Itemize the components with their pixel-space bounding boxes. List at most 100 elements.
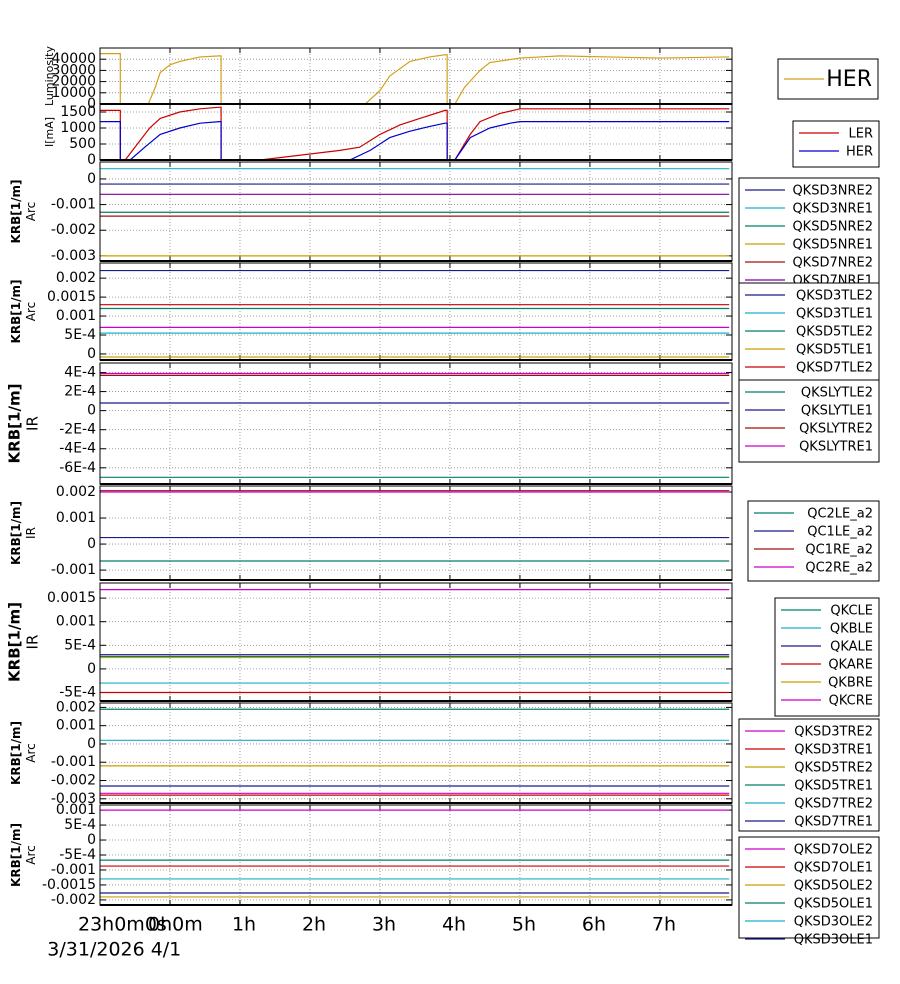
- legend-label: QKSD5TLE1: [796, 343, 873, 358]
- y-tick-label: 0.001: [56, 718, 96, 734]
- legend-label: QKSD5NRE2: [792, 220, 873, 235]
- legend-label: QKSD3TRE2: [794, 725, 873, 740]
- legend-label: QKBLE: [830, 622, 873, 637]
- y-tick-label: 0: [87, 96, 96, 112]
- legend-label: HER: [846, 145, 873, 160]
- legend-label: QC2RE_a2: [805, 561, 873, 576]
- y-tick-label: -0.001: [51, 754, 96, 770]
- plot-frame: [99, 262, 733, 361]
- y-tick-label: -0.003: [51, 791, 96, 807]
- legend-box: [774, 597, 880, 717]
- y-tick-label: -4E-4: [59, 441, 96, 457]
- x-tick-label: 4h: [442, 914, 466, 936]
- date-label: 3/31/2026: [47, 939, 144, 961]
- y-axis-label: Luminosity: [43, 46, 56, 106]
- x-tick-label: 2h: [302, 914, 326, 936]
- legend-label: QKSLYTRE2: [799, 422, 873, 437]
- y-tick-label: 0: [87, 832, 96, 848]
- legend-label: LER: [849, 127, 874, 142]
- series-line: [100, 53, 730, 104]
- series-line: [100, 121, 730, 160]
- y-axis-label: Arc: [24, 202, 38, 221]
- y-tick-label: -0.0015: [42, 877, 96, 893]
- y-tick-label: -0.001: [51, 197, 96, 213]
- legend-label: QC1LE_a2: [807, 525, 873, 540]
- y-axis-label: IR: [24, 527, 38, 539]
- y-tick-label: 0: [87, 736, 96, 752]
- legend-label: QKSLYTLE1: [801, 404, 873, 419]
- plot-frame: [99, 47, 733, 105]
- legend-label: QKSD3NRE2: [792, 184, 873, 199]
- y-tick-label: 1500: [60, 104, 96, 120]
- y-tick-label: 1000: [60, 120, 96, 136]
- y-tick-label: 0: [87, 661, 96, 677]
- x-tick-label: 3h: [372, 914, 396, 936]
- legend-label: QKSD5TRE2: [794, 761, 873, 776]
- y-axis-label: Arc: [24, 845, 38, 864]
- y-tick-label: 20000: [51, 74, 96, 90]
- y-tick-label: 4E-4: [64, 365, 96, 381]
- plot-frame: [99, 485, 733, 581]
- y-tick-label: 30000: [51, 62, 96, 78]
- y-tick-label: 0.0015: [47, 289, 96, 305]
- legend-label: QKSD3OLE2: [794, 915, 873, 930]
- y-axis-label: IR: [24, 635, 42, 650]
- y-tick-label: 0.002: [56, 484, 96, 500]
- legend-box: [747, 500, 880, 582]
- legend-box: [738, 718, 880, 832]
- y-axis-label: KRB[1/m]: [6, 602, 24, 682]
- legend-label: QKSD7OLE1: [794, 861, 873, 876]
- y-axis-label: IR: [24, 416, 42, 431]
- legend-label: QKSD5TRE1: [794, 779, 873, 794]
- legend-label: QC1RE_a2: [805, 543, 873, 558]
- x-tick-label: 23h0m0s: [78, 914, 167, 936]
- legend-label: QKSLYTRE1: [799, 440, 873, 455]
- y-axis-label: KRB[1/m]: [6, 384, 24, 464]
- y-tick-label: -2E-4: [59, 422, 96, 438]
- y-tick-label: -0.003: [51, 248, 96, 264]
- legend-label: QKSD5OLE2: [794, 879, 873, 894]
- y-tick-label: 5E-4: [64, 817, 96, 833]
- x-tick-label: 5h: [512, 914, 536, 936]
- legend-label: QKARE: [828, 658, 873, 673]
- plot-frame: [99, 362, 733, 485]
- y-axis-label: KRB[1/m]: [9, 280, 23, 344]
- y-tick-label: 0.0015: [47, 590, 96, 606]
- y-tick-label: 5E-4: [64, 327, 96, 343]
- legend-label: QKSD3NRE1: [792, 202, 873, 217]
- y-axis-label: KRB[1/m]: [9, 180, 23, 244]
- y-tick-label: 0: [87, 152, 96, 168]
- y-tick-label: 0.001: [56, 308, 96, 324]
- legend-box: [738, 177, 880, 289]
- x-tick-label: 6h: [582, 914, 606, 936]
- y-tick-label: -0.001: [51, 562, 96, 578]
- legend-label: QKSD5NRE1: [792, 238, 873, 253]
- y-tick-label: 0.001: [56, 802, 96, 818]
- y-tick-label: 0.001: [56, 510, 96, 526]
- legend-label: QKSD7TRE1: [794, 815, 873, 830]
- y-axis-label: KRB[1/m]: [9, 721, 23, 785]
- y-tick-label: 500: [69, 136, 96, 152]
- y-tick-label: 0.002: [56, 699, 96, 715]
- series-line: [100, 106, 730, 160]
- legend-label: HER: [826, 67, 872, 92]
- y-tick-label: -0.002: [51, 892, 96, 908]
- legend-label: QKSD5TLE2: [796, 325, 873, 340]
- legend-label: QKCLE: [830, 604, 873, 619]
- y-tick-label: 0: [87, 346, 96, 362]
- y-axis-label: KRB[1/m]: [9, 823, 23, 887]
- y-tick-label: -0.002: [51, 773, 96, 789]
- y-axis-label: KRB[1/m]: [9, 501, 23, 565]
- x-tick-label: 7h: [652, 914, 676, 936]
- y-tick-label: -0.002: [51, 222, 96, 238]
- legend-box: [738, 379, 880, 463]
- y-axis-label: Arc: [24, 302, 38, 321]
- legend-label: QKSD3TRE1: [794, 743, 873, 758]
- y-tick-label: 0: [87, 171, 96, 187]
- y-tick-label: 0: [87, 536, 96, 552]
- y-tick-label: -5E-4: [59, 685, 96, 701]
- y-tick-label: 0.002: [56, 270, 96, 286]
- legend-label: QKSD7NRE2: [792, 256, 873, 271]
- y-axis-label: Arc: [24, 743, 38, 762]
